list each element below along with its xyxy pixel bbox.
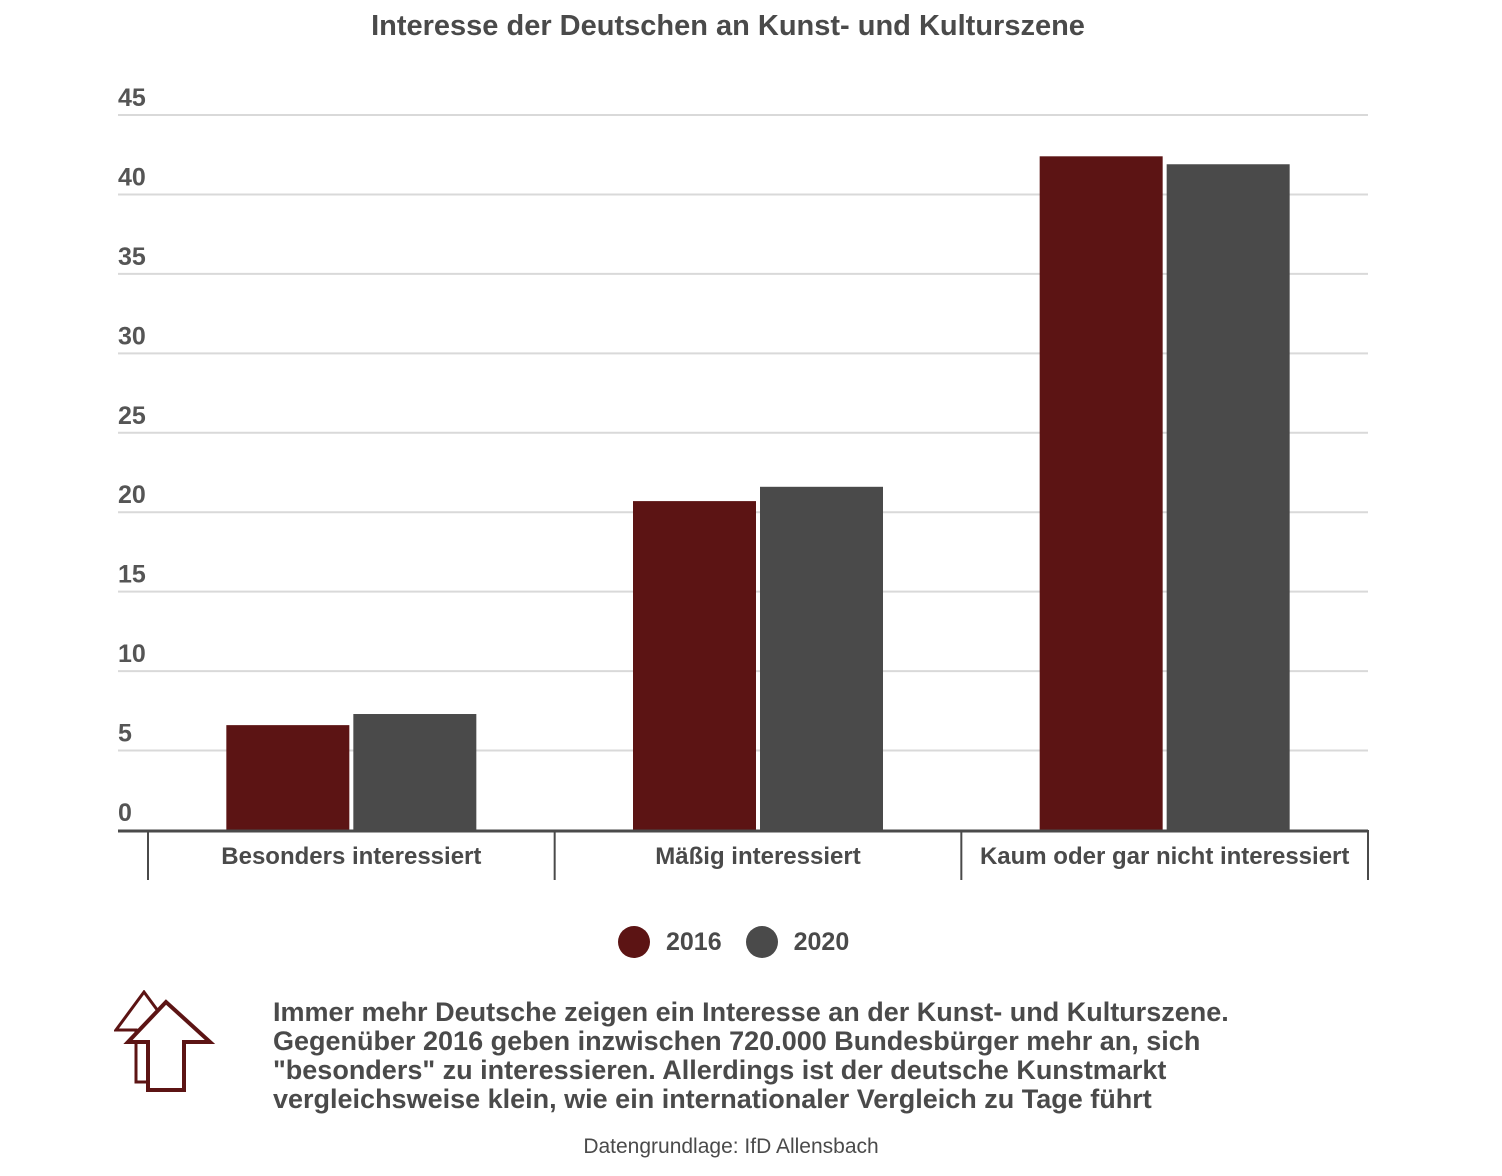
bars [226, 156, 1290, 831]
x-category-label: Mäßig interessiert [655, 843, 860, 870]
y-tick-label: 10 [118, 640, 146, 668]
x-axis: Besonders interessiert Mäßig interessiert… [118, 829, 1369, 880]
bar-2020-2 [760, 486, 883, 830]
y-tick-label: 35 [118, 243, 146, 271]
legend-swatch-2020 [745, 926, 778, 958]
note-text: Immer mehr Deutsche zeigen ein Interesse… [273, 997, 1229, 1114]
bar-2016-3 [1039, 156, 1163, 831]
x-category-label: Kaum oder gar nicht interessiert [980, 843, 1349, 870]
y-tick-label: 40 [118, 163, 146, 191]
y-axis-ticks: 0 5 10 15 20 25 30 35 40 45 [118, 84, 146, 827]
arrow-up-icon [113, 989, 218, 1094]
bar-2016-1 [226, 725, 350, 830]
bar-2016-2 [633, 501, 756, 830]
chart-title: Interesse der Deutschen an Kunst- und Ku… [371, 10, 1085, 42]
y-tick-label: 25 [118, 402, 146, 430]
source-note: Datengrundlage: IfD Allensbach [583, 1135, 879, 1158]
y-tick-label: 30 [118, 322, 146, 350]
bar-chart: 0 5 10 15 20 25 30 35 40 45 Besonders interessier… [118, 84, 1369, 880]
x-category-label: Besonders interessiert [221, 843, 481, 870]
bar-2020-1 [353, 714, 477, 830]
legend: 2016 2020 [618, 926, 863, 958]
legend-label-2020: 2020 [793, 927, 850, 956]
legend-item-2016: 2016 [618, 926, 722, 958]
y-tick-label: 20 [118, 481, 146, 509]
legend-swatch-2016 [618, 926, 650, 958]
bar-2020-3 [1166, 164, 1290, 830]
legend-label-2016: 2016 [666, 927, 722, 956]
y-tick-label: 5 [118, 720, 132, 748]
legend-item-2020: 2020 [745, 926, 850, 958]
y-tick-label: 45 [118, 84, 146, 112]
y-tick-label: 0 [118, 799, 132, 827]
y-tick-label: 15 [118, 561, 146, 589]
